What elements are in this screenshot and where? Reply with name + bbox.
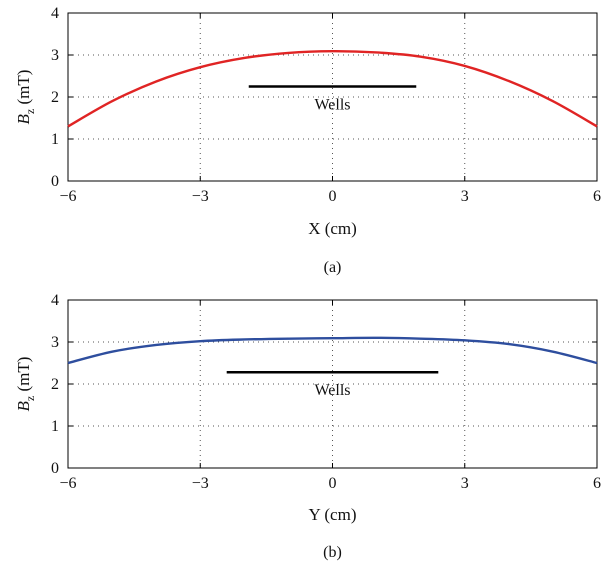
x-tick-label: −6 <box>59 475 76 492</box>
y-tick-label: 0 <box>51 173 59 190</box>
x-tick-label: 3 <box>461 475 469 492</box>
chart-panel-b: −6 −3 0 3 6 0 1 2 3 4 Wells Y (cm) Bz (mT) (b) <box>14 292 601 561</box>
y-tick-label: 1 <box>51 131 59 148</box>
chart-panel-a: −6 −3 0 3 6 0 1 2 3 4 Wells X (cm) Bz (mT) (a) <box>14 5 601 276</box>
y-tick-label: 3 <box>51 47 59 64</box>
x-tick-label: −3 <box>192 475 209 492</box>
x-tick-label: 0 <box>329 475 337 492</box>
panel-label: (a) <box>324 259 342 276</box>
x-tick-label: 6 <box>593 188 601 205</box>
y-axis-label: Bz (mT) <box>14 70 37 125</box>
x-axis-label: Y (cm) <box>309 505 357 524</box>
x-tick-label: −3 <box>192 188 209 205</box>
series-line-1 <box>67 336 598 365</box>
y-tick-label: 0 <box>51 460 59 477</box>
y-tick-label: 1 <box>51 418 59 435</box>
x-tick-label: 3 <box>461 188 469 205</box>
y-tick-label: 2 <box>51 376 59 393</box>
x-tick-label: −6 <box>59 188 76 205</box>
x-tick-label: 6 <box>593 475 601 492</box>
y-tick-label: 2 <box>51 89 59 106</box>
y-axis-label: Bz (mT) <box>14 357 37 412</box>
y-tick-label: 4 <box>51 5 59 22</box>
panel-label: (b) <box>323 544 342 561</box>
series-line-1 <box>67 50 598 128</box>
y-tick-label: 3 <box>51 334 59 351</box>
y-tick-label: 4 <box>51 292 59 309</box>
x-tick-label: 0 <box>329 188 337 205</box>
wells-label: Wells <box>314 382 350 399</box>
wells-label: Wells <box>314 97 350 114</box>
x-axis-label: X (cm) <box>308 219 357 238</box>
